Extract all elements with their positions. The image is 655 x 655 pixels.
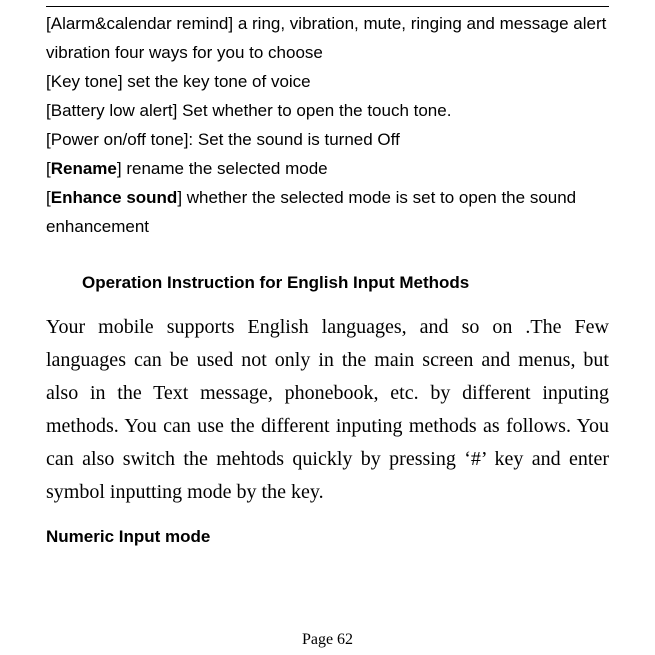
- settings-item: [Alarm&calendar remind] a ring, vibratio…: [46, 9, 609, 67]
- page-container: [Alarm&calendar remind] a ring, vibratio…: [0, 6, 655, 655]
- settings-item: [Battery low alert] Set whether to open …: [46, 96, 609, 125]
- settings-desc: rename the selected mode: [122, 159, 328, 178]
- settings-desc: : Set the sound is turned Off: [188, 130, 399, 149]
- settings-item: [Power on/off tone]: Set the sound is tu…: [46, 125, 609, 154]
- settings-list: [Alarm&calendar remind] a ring, vibratio…: [46, 9, 609, 241]
- settings-desc: set the key tone of voice: [123, 72, 311, 91]
- settings-item: [Rename] rename the selected mode: [46, 154, 609, 183]
- body-paragraph: Your mobile supports English languages, …: [46, 311, 609, 509]
- settings-desc: Set whether to open the touch tone.: [177, 101, 451, 120]
- settings-label: Battery low alert: [51, 101, 173, 120]
- top-rule: [46, 6, 609, 7]
- settings-label: Power on/off tone: [51, 130, 184, 149]
- sub-heading: Numeric Input mode: [46, 527, 609, 547]
- settings-label: Alarm&calendar remind: [51, 14, 229, 33]
- settings-item: [Key tone] set the key tone of voice: [46, 67, 609, 96]
- settings-label: Enhance sound: [51, 188, 178, 207]
- settings-item: [Enhance sound] whether the selected mod…: [46, 183, 609, 241]
- settings-label: Rename: [51, 159, 117, 178]
- settings-label: Key tone: [51, 72, 118, 91]
- page-number: Page 62: [0, 631, 655, 649]
- section-heading: Operation Instruction for English Input …: [46, 273, 609, 293]
